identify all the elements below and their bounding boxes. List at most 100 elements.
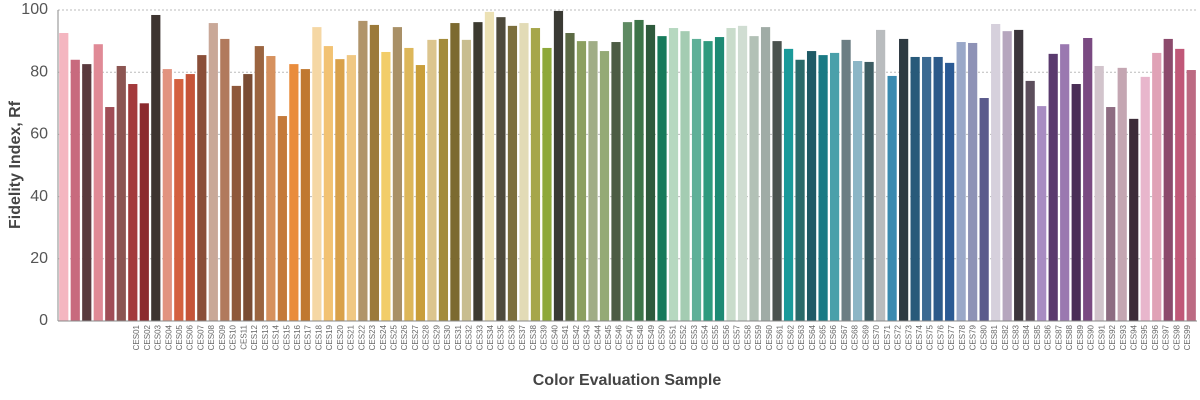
bar <box>289 64 299 321</box>
x-tick-label: CES30 <box>443 324 452 350</box>
bar <box>323 46 333 322</box>
x-tick-label: CES90 <box>1087 324 1096 350</box>
x-tick-label: CES92 <box>1108 324 1117 350</box>
bar <box>922 56 932 321</box>
bar <box>611 42 621 322</box>
x-tick-label: CES18 <box>314 324 323 350</box>
x-tick-label: CES46 <box>615 324 624 350</box>
x-tick-label: CES85 <box>1033 324 1042 350</box>
x-tick-label: CES08 <box>207 324 216 350</box>
bar <box>427 39 437 322</box>
x-tick-label: CES58 <box>743 324 752 350</box>
bar <box>864 61 874 321</box>
bar <box>576 41 587 321</box>
x-tick-label: CES01 <box>132 324 141 350</box>
x-tick-label: CES50 <box>658 324 667 350</box>
x-tick-label: CES57 <box>733 324 742 350</box>
bar <box>162 69 172 321</box>
bar <box>806 51 817 321</box>
bar <box>438 38 449 321</box>
x-tick-label: CES07 <box>196 324 205 350</box>
y-tick-label: 40 <box>30 188 48 205</box>
x-tick-label: CES99 <box>1183 324 1192 350</box>
x-tick-label: CES62 <box>786 324 795 350</box>
bar <box>70 59 80 321</box>
x-tick-label: CES28 <box>422 324 431 350</box>
x-tick-label: CES63 <box>797 324 806 350</box>
bar <box>1037 106 1047 321</box>
bar <box>760 27 771 321</box>
bar <box>1083 37 1093 322</box>
x-tick-label: CES79 <box>969 324 978 350</box>
x-tick-label: CES34 <box>486 324 495 350</box>
x-tick-label: CES10 <box>229 324 238 350</box>
y-tick-label: 60 <box>30 126 48 143</box>
bar <box>346 55 356 321</box>
bar <box>841 39 851 322</box>
bar <box>496 17 506 321</box>
bar <box>300 69 310 321</box>
x-tick-label: CES61 <box>776 324 785 350</box>
x-tick-label: CES36 <box>507 324 516 350</box>
x-tick-label: CES33 <box>475 324 484 350</box>
x-tick-label: CES03 <box>154 324 163 350</box>
x-tick-label: CES31 <box>454 324 463 350</box>
bar <box>680 31 690 321</box>
y-axis-title: Fidelity Index, Rf <box>7 100 24 229</box>
bar <box>887 75 897 321</box>
bar <box>392 27 403 321</box>
bar <box>1106 107 1116 321</box>
x-tick-label: CES80 <box>979 324 988 350</box>
bar <box>174 79 184 322</box>
bar <box>956 42 966 322</box>
x-tick-label: CES60 <box>765 324 774 350</box>
bar <box>358 20 368 321</box>
x-tick-label: CES32 <box>465 324 474 350</box>
bar <box>933 56 943 321</box>
x-tick-label: CES95 <box>1140 324 1149 350</box>
x-tick-label: CES93 <box>1119 324 1128 350</box>
x-tick-label: CES23 <box>368 324 377 350</box>
x-tick-label: CES91 <box>1097 324 1106 350</box>
bar <box>82 64 92 321</box>
x-tick-label: CES40 <box>550 324 559 350</box>
x-tick-label: CES67 <box>840 324 849 350</box>
bar <box>404 47 414 321</box>
bar <box>1071 84 1081 321</box>
bar <box>634 19 644 322</box>
bar <box>266 56 276 321</box>
x-tick-label: CES09 <box>218 324 227 350</box>
x-tick-label: CES70 <box>872 324 881 350</box>
bar <box>795 59 805 321</box>
x-tick-label: CES72 <box>894 324 903 350</box>
x-tick-label: CES83 <box>1012 324 1021 350</box>
bar <box>726 28 736 322</box>
bar <box>105 107 115 321</box>
bar <box>737 25 748 322</box>
y-tick-label: 100 <box>21 1 48 18</box>
bar <box>749 36 759 322</box>
x-tick-label: CES51 <box>668 324 677 350</box>
x-tick-label: CES59 <box>754 324 763 350</box>
bar <box>473 22 483 322</box>
y-tick-label: 20 <box>30 250 48 267</box>
bar <box>1048 53 1058 321</box>
bar <box>312 27 322 321</box>
bar <box>507 25 518 322</box>
x-tick-label: CES82 <box>1001 324 1010 350</box>
bar <box>369 24 379 321</box>
bar <box>899 38 909 321</box>
bar <box>599 51 610 321</box>
x-tick-label: CES24 <box>379 324 388 350</box>
bar <box>772 41 782 321</box>
bar <box>1152 52 1162 321</box>
bar <box>1025 80 1035 322</box>
bar <box>553 10 564 321</box>
x-tick-label: CES05 <box>175 324 184 350</box>
x-tick-label: CES29 <box>432 324 441 350</box>
x-tick-label: CES88 <box>1065 324 1074 350</box>
bar <box>876 29 886 322</box>
bar <box>1140 76 1150 322</box>
bar <box>335 59 345 321</box>
x-tick-label: CES19 <box>325 324 334 350</box>
